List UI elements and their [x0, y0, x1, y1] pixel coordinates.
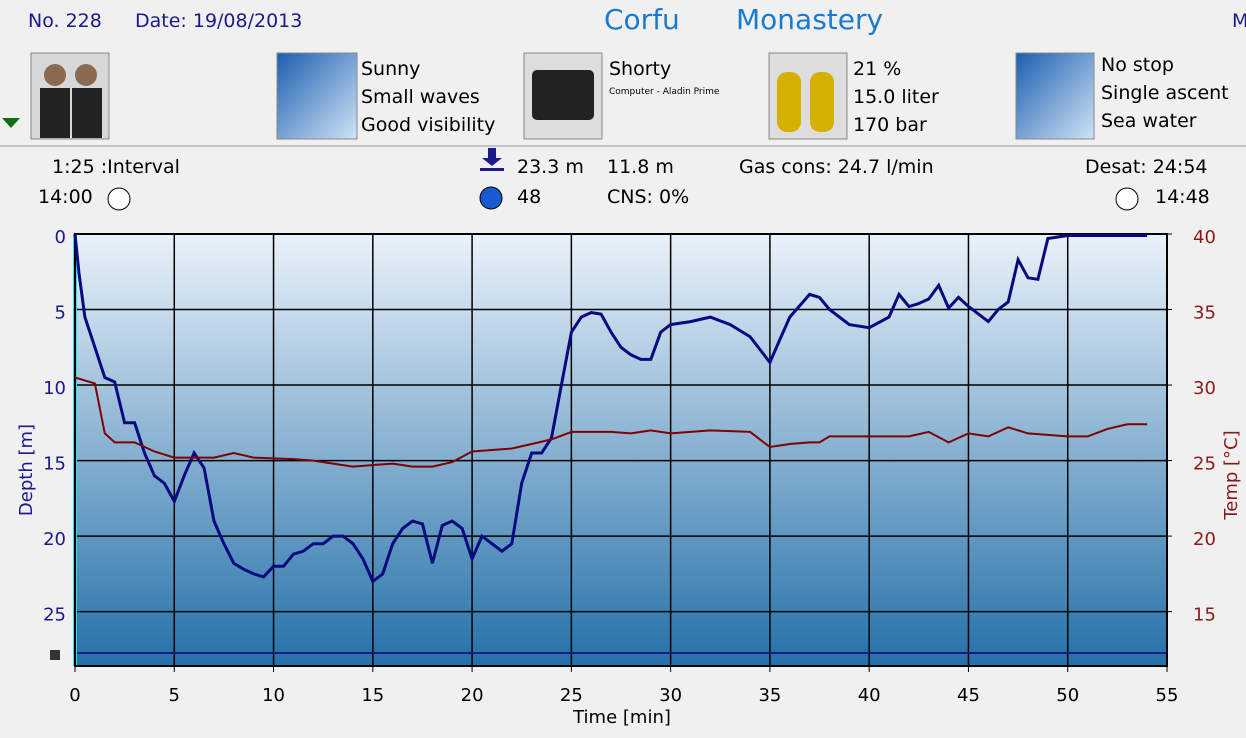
plot-frame	[74, 233, 1168, 667]
x-tick-label: 30	[659, 685, 682, 706]
ascent: Single ascent	[1101, 82, 1229, 104]
visibility: Good visibility	[361, 114, 496, 136]
dive-type-icon	[1015, 52, 1095, 140]
y-tick-label: 15	[43, 454, 66, 475]
y-tick-label: 25	[43, 605, 66, 626]
diver-head	[75, 64, 97, 86]
water: Sea water	[1101, 110, 1197, 132]
waves: Small waves	[361, 86, 480, 108]
interval: 1:25 :Interval	[52, 156, 180, 178]
x-tick-label: 15	[361, 685, 384, 706]
entry-time: 14:00	[38, 186, 93, 208]
series-line	[73, 233, 1148, 584]
y-tick-label: 20	[43, 529, 66, 550]
dive-number: No. 228	[28, 10, 102, 32]
x-tick-label: 45	[957, 685, 980, 706]
tank-volume: 15.0 liter	[853, 86, 939, 108]
diver-body	[72, 88, 102, 138]
clock-icon	[1115, 187, 1139, 211]
y-tick-label: 0	[55, 227, 66, 248]
desat: Desat: 24:54	[1085, 156, 1208, 178]
suit: Shorty	[609, 58, 672, 80]
depth-icon	[482, 148, 502, 166]
y-tick-label: 5	[55, 303, 66, 324]
weather-icon	[276, 52, 358, 140]
y2-tick-label: 35	[1193, 303, 1216, 324]
computer: Computer - Aladin Prime	[609, 87, 720, 97]
x-tick-label: 0	[69, 685, 80, 706]
tank-pressure: 170 bar	[853, 114, 927, 136]
duration: 48	[517, 186, 542, 208]
avg-depth: 11.8 m	[607, 156, 674, 178]
y2-tick-label: 30	[1193, 378, 1216, 399]
y2-tick-label: 15	[1193, 605, 1216, 626]
anchor-icon	[50, 650, 60, 660]
y2-tick-label: 40	[1193, 227, 1216, 248]
bag	[532, 70, 594, 120]
x-tick-label: 40	[858, 685, 881, 706]
clock-icon	[107, 187, 131, 211]
gas-cons: Gas cons: 24.7 l/min	[739, 156, 934, 178]
x-axis-label: Time [min]	[572, 707, 671, 728]
y-tick-label: 10	[43, 378, 66, 399]
y-axis-label: Depth [m]	[16, 424, 37, 516]
y2-tick-label: 25	[1193, 454, 1216, 475]
truncated: M	[1232, 10, 1246, 32]
cns: CNS: 0%	[607, 186, 690, 208]
duration-icon	[479, 186, 503, 210]
x-tick-label: 25	[560, 685, 583, 706]
site: Monastery	[736, 3, 884, 36]
x-tick-label: 55	[1156, 685, 1179, 706]
y2-axis-label: Temp [°C]	[1221, 430, 1242, 520]
x-tick-label: 5	[169, 685, 180, 706]
tank	[777, 72, 801, 132]
weather: Sunny	[361, 58, 421, 80]
depth-icon	[480, 168, 504, 171]
x-tick-label: 20	[461, 685, 484, 706]
diver-body	[40, 88, 70, 138]
x-tick-label: 10	[262, 685, 285, 706]
plot-area	[75, 234, 1167, 666]
deco: No stop	[1101, 54, 1174, 76]
dropdown[interactable]	[2, 118, 20, 128]
diver-head	[44, 64, 66, 86]
x-tick-label: 50	[1056, 685, 1079, 706]
location: Corfu	[604, 3, 680, 36]
tank	[810, 72, 834, 132]
gas-mix: 21 %	[853, 58, 902, 80]
series-line	[74, 376, 1148, 468]
exit-time: 14:48	[1155, 186, 1210, 208]
y2-tick-label: 20	[1193, 529, 1216, 550]
x-tick-label: 35	[758, 685, 781, 706]
max-depth: 23.3 m	[517, 156, 584, 178]
dive-date: Date: 19/08/2013	[135, 10, 303, 32]
